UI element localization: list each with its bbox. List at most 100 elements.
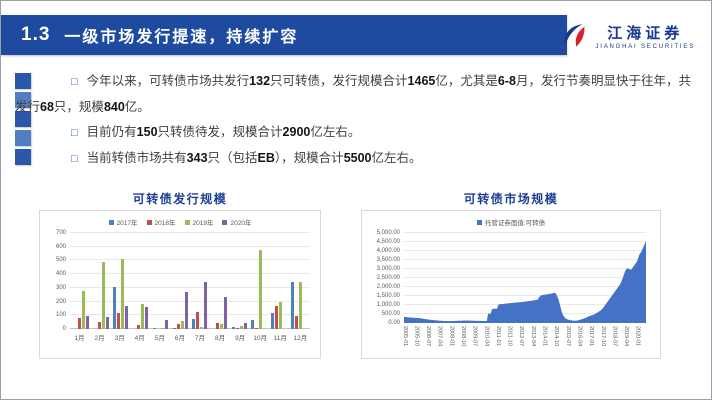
x-tick-label: 2014-10 [553,326,560,347]
legend-swatch-icon [222,219,228,225]
x-tick-label: 2015-07 [564,326,571,347]
bar [105,316,109,329]
bar-group [94,233,109,329]
legend-item: 2018年 [146,217,176,227]
area-series [404,240,646,323]
logo-name: 江海证券 [607,25,684,42]
bar [152,327,156,329]
legend-label: 2018年 [154,220,176,227]
y-tick-label: 0.00 [388,320,400,326]
bar-chart-xlabels: 1月 2月 3月 4月 5月 6月 7月 8月 9月 10月 11月 12月 [70,332,310,342]
bullet-text: 132 [249,74,271,88]
bullet-text: 今年以来，可转债市场共发行 [86,74,250,88]
deco-square [15,149,31,165]
gridline [404,232,646,233]
bar-group [192,233,208,329]
bullet-text: 亿左右。 [371,151,422,165]
deco-square [15,73,31,89]
gridline [404,250,646,251]
bar [204,282,208,329]
bar [279,301,283,329]
y-tick-label: 3,500.00 [376,257,400,263]
gridline [70,328,310,329]
bar [137,324,141,329]
bar [160,327,164,329]
bar [192,319,196,329]
bar [235,327,239,329]
bar [294,315,298,329]
gridline [70,259,310,261]
bar [121,259,125,329]
x-tick-label: 2011-01 [494,326,501,346]
y-tick-label: 1,000.00 [376,302,400,308]
x-tick-label: 5月 [154,335,165,342]
gridline [70,232,310,233]
x-tick-label: 1月 [74,335,85,342]
y-tick-label: 4,500.00 [376,239,400,245]
bar [176,324,180,329]
page-title: 一级市场发行提速，持续扩容 [64,29,299,46]
y-tick-label: 2,500.00 [376,275,400,281]
gridline [404,277,646,278]
bullet-text: 150 [136,125,158,139]
bar [141,303,145,329]
bar-group [290,233,306,329]
x-tick-label: 2012-07 [518,326,525,347]
bar [101,261,105,329]
y-tick-label: 700 [55,230,66,236]
company-logo: 江海证券 JIANGHAI SECURITIES [560,21,695,51]
x-tick-label: 11月 [273,335,287,342]
bullet-text: 840 [103,100,125,114]
x-tick-label: 3月 [114,335,125,342]
gridline [70,286,310,288]
bullet-text: ），规模合计 [274,151,344,165]
y-tick-label: 5,000.00 [376,230,400,236]
bullet-text: 68 [40,100,54,114]
x-tick-label: 2018-07 [611,326,618,347]
bullet-item: □ 今年以来，可转债市场共发行132只可转债，发行规模合计1465亿，尤其是6-8… [15,69,697,120]
legend-swatch-icon [476,219,482,225]
x-tick-label: 2014-01 [541,326,548,347]
y-tick-label: 4,000.00 [376,248,400,254]
gridline [70,273,310,275]
x-tick-label: 2017-10 [599,326,606,347]
gridline [404,268,646,269]
issuance-bar-chart-panel: 2017年 2018年 2019年 2020年 0 100 200 300 400 500 600… [39,210,321,359]
x-tick-label: 9月 [235,335,246,342]
bar [196,311,200,329]
gridline [70,245,310,247]
bar-group [172,233,188,329]
x-tick-label: 2013-04 [529,326,536,347]
area-chart-plot: 0.00 500.00 1,000.00 1,500.00 2,000.00 2,500.… [377,230,646,346]
gridline [404,286,646,287]
bar-group [113,233,129,329]
y-tick-label: 0 [62,326,66,332]
logo-subtitle: JIANGHAI SECURITIES [595,44,695,50]
bar [184,291,188,329]
bar [117,313,121,329]
deco-squares [15,73,31,165]
bar [86,315,89,329]
market-size-area-chart-panel: 托管证券面值:可转债 0.00 500.00 1,000.00 1,500.00 2,0… [361,210,661,359]
bar [180,321,184,329]
x-tick-label: 2009-07 [471,326,478,347]
y-tick-label: 100 [55,312,66,319]
bullet-text: 月，发行节奏明显快于往年，共发行 [15,74,691,114]
deco-square [15,92,31,108]
bar [113,287,117,329]
y-tick-label: 600 [55,243,66,250]
bullet-text: 当前转债市场共有 [86,151,187,165]
x-tick-label: 2007-04 [436,326,443,347]
gridline [70,314,310,316]
bar-group [212,233,228,329]
bar-group [231,233,247,329]
bar [145,307,149,329]
bullet-text: 只转债待发，规模合计 [157,125,283,139]
legend-label: 托管证券面值:可转债 [484,220,546,227]
bar [298,282,302,329]
bar-chart-title: 可转债发行规模 [132,192,228,206]
legend-label: 2019年 [192,220,214,227]
bar [216,322,220,329]
x-tick-label: 2020-01 [634,326,641,347]
legend-item: 2017年 [108,217,138,227]
